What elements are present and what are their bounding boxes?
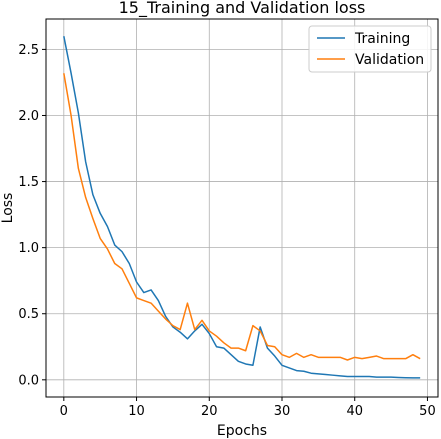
chart-title: 15_Training and Validation loss	[119, 0, 366, 18]
legend-label-validation: Validation	[355, 52, 424, 68]
x-tick-label: 40	[346, 404, 363, 419]
x-tick-label: 10	[128, 404, 145, 419]
y-tick-label: 1.0	[18, 241, 39, 256]
axis-ticks: 0 10 20 30 40 50 0.0 0.5 1.0 1.5 2.0 2.5	[18, 43, 435, 419]
series-lines	[63, 36, 421, 379]
y-axis-label: Loss	[0, 193, 16, 224]
x-tick-label: 50	[419, 404, 436, 419]
legend-label-training: Training	[354, 31, 410, 47]
x-tick-label: 0	[60, 404, 68, 419]
y-tick-label: 0.5	[18, 307, 39, 322]
x-tick-label: 30	[274, 404, 291, 419]
y-tick-label: 0.0	[18, 373, 39, 388]
grid	[46, 19, 438, 397]
y-tick-label: 2.0	[18, 109, 39, 124]
y-tick-label: 1.5	[18, 175, 39, 190]
x-axis-label: Epochs	[217, 423, 267, 439]
x-tick-label: 20	[201, 404, 218, 419]
y-tick-label: 2.5	[18, 43, 39, 58]
plot-frame	[45, 18, 439, 398]
legend: Training Validation	[308, 25, 432, 73]
series-line-training	[63, 36, 421, 379]
series-line-validation	[63, 73, 421, 361]
